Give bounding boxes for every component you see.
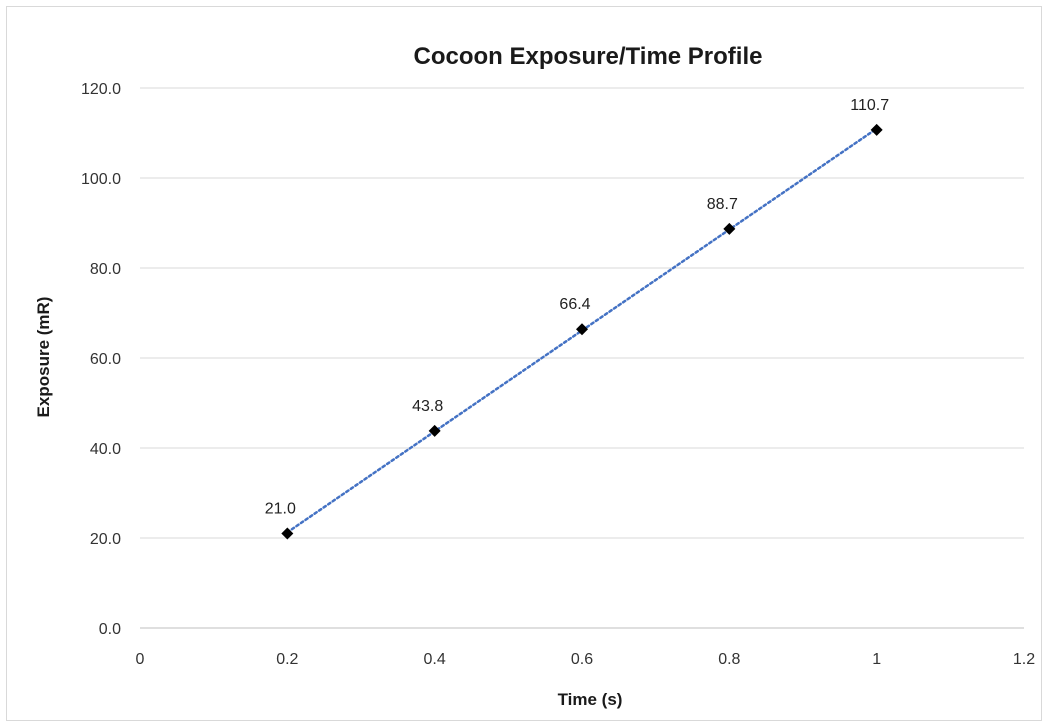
y-tick-label: 40.0 [90, 441, 121, 458]
y-tick-label: 60.0 [90, 351, 121, 368]
y-tick-label: 100.0 [81, 171, 121, 188]
x-axis-ticks: 0 0.2 0.4 0.6 0.8 1 1.2 [136, 651, 1036, 668]
y-tick-label: 0.0 [99, 621, 121, 638]
data-point [576, 323, 588, 336]
data-point [723, 222, 736, 235]
y-axis-ticks: 0.0 20.0 40.0 60.0 80.0 100.0 120.0 [81, 81, 121, 638]
chart-title: Cocoon Exposure/Time Profile [414, 43, 763, 70]
data-label: 43.8 [412, 398, 443, 415]
y-tick-label: 120.0 [81, 81, 121, 98]
y-tick-label: 20.0 [90, 531, 121, 548]
data-label: 88.7 [707, 196, 738, 213]
x-tick-label: 0.2 [276, 651, 298, 668]
y-tick-label: 80.0 [90, 261, 121, 278]
data-label: 66.4 [559, 296, 590, 313]
x-tick-label: 0 [136, 651, 145, 668]
data-label: 110.7 [850, 97, 889, 114]
data-point [281, 527, 294, 540]
x-tick-label: 0.6 [571, 651, 593, 668]
chart-frame [6, 6, 1042, 721]
x-axis-title: Time (s) [558, 690, 623, 709]
x-tick-label: 0.4 [424, 651, 446, 668]
data-labels: 21.0 43.8 66.4 88.7 110.7 [265, 97, 889, 518]
y-axis-title: Exposure (mR) [34, 297, 53, 418]
x-tick-label: 1.2 [1013, 651, 1035, 668]
x-tick-label: 1 [872, 651, 881, 668]
data-point [428, 424, 441, 437]
data-label: 21.0 [265, 501, 296, 518]
gridlines [140, 87, 1024, 629]
x-tick-label: 0.8 [718, 651, 740, 668]
data-points [281, 123, 883, 540]
data-point [870, 123, 883, 136]
